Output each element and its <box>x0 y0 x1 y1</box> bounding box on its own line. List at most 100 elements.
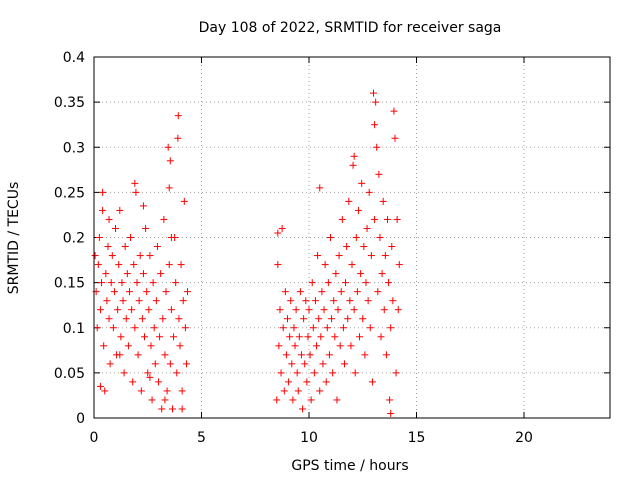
data-point <box>320 306 328 314</box>
data-point <box>141 333 149 341</box>
data-point <box>131 179 139 187</box>
data-point <box>99 206 107 214</box>
data-point <box>124 342 132 350</box>
data-point <box>173 369 181 377</box>
data-point <box>310 369 318 377</box>
data-point <box>153 243 161 251</box>
data-point <box>317 333 325 341</box>
data-point <box>93 324 101 332</box>
data-point <box>147 342 155 350</box>
data-point <box>342 279 350 287</box>
chart-title: Day 108 of 2022, SRMTID for receiver sag… <box>199 20 502 36</box>
data-point <box>177 261 185 269</box>
data-point <box>339 324 347 332</box>
data-point <box>277 369 285 377</box>
data-point <box>375 170 383 178</box>
data-point <box>129 378 137 386</box>
data-point <box>356 333 364 341</box>
data-point <box>136 252 144 260</box>
data-point <box>344 315 352 323</box>
data-point <box>293 369 301 377</box>
data-point <box>178 387 186 395</box>
data-point <box>278 224 286 232</box>
x-tick-label: 10 <box>300 430 318 446</box>
data-point <box>318 288 326 296</box>
y-tick-label: 0.25 <box>54 185 85 201</box>
data-point <box>345 197 353 205</box>
data-point <box>291 342 299 350</box>
data-point <box>294 387 302 395</box>
data-point <box>393 215 401 223</box>
data-point <box>324 279 332 287</box>
data-point <box>94 261 102 269</box>
data-point <box>392 369 400 377</box>
data-point <box>157 270 165 278</box>
data-point <box>156 333 164 341</box>
data-point <box>151 360 159 368</box>
x-tick-label: 5 <box>197 430 206 446</box>
data-point <box>167 234 175 241</box>
data-point <box>288 360 296 368</box>
data-point <box>307 396 315 404</box>
data-point <box>181 324 189 332</box>
data-point <box>296 288 304 296</box>
data-point <box>389 297 397 305</box>
data-point <box>350 306 358 314</box>
data-point <box>142 224 150 232</box>
data-point <box>292 306 300 314</box>
data-point <box>284 315 291 323</box>
data-point <box>281 288 289 296</box>
data-point <box>379 197 387 205</box>
data-point <box>98 279 106 287</box>
data-point <box>276 306 284 314</box>
data-point <box>321 261 329 269</box>
data-point <box>385 279 393 287</box>
data-point <box>102 270 110 278</box>
x-tick-label: 20 <box>515 430 533 446</box>
data-point <box>105 315 113 323</box>
data-point <box>143 288 151 296</box>
data-point <box>162 288 170 296</box>
data-point <box>304 333 312 341</box>
data-points <box>91 89 403 417</box>
data-point <box>363 224 371 232</box>
data-point <box>323 324 331 332</box>
data-point <box>332 270 340 278</box>
data-point <box>371 215 379 223</box>
data-point <box>103 297 111 305</box>
data-point <box>301 360 309 368</box>
data-point <box>145 306 153 314</box>
data-point <box>146 252 154 260</box>
data-point <box>168 405 176 413</box>
y-tick-label: 0.4 <box>63 50 85 66</box>
data-point <box>348 261 356 269</box>
data-point <box>372 98 380 106</box>
data-point <box>158 405 166 413</box>
data-point <box>387 409 395 417</box>
data-point <box>108 252 116 260</box>
data-point <box>155 378 162 386</box>
data-point <box>273 396 281 404</box>
data-point <box>174 112 182 120</box>
data-point <box>91 252 99 260</box>
data-point <box>280 387 288 395</box>
data-point <box>107 279 115 287</box>
data-point <box>373 143 381 151</box>
data-point <box>343 243 351 251</box>
data-point <box>311 297 319 305</box>
data-point <box>354 206 362 214</box>
data-point <box>116 206 124 214</box>
data-point <box>170 333 178 341</box>
data-point <box>357 270 365 278</box>
data-point <box>338 215 346 223</box>
data-point <box>139 202 147 210</box>
data-point <box>390 107 398 115</box>
data-point <box>374 288 382 296</box>
data-point <box>166 360 174 368</box>
data-point <box>138 315 146 323</box>
y-tick-label: 0.15 <box>54 276 85 292</box>
data-point <box>112 224 119 232</box>
data-point <box>378 270 386 278</box>
data-point <box>175 315 183 323</box>
data-point <box>120 369 128 377</box>
